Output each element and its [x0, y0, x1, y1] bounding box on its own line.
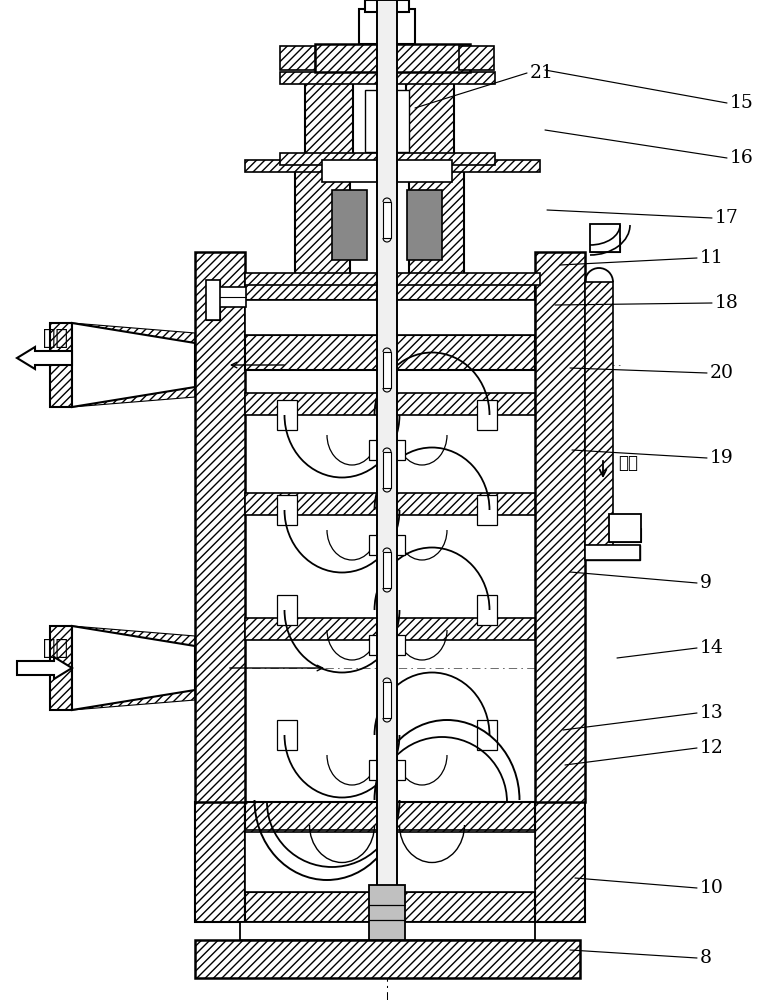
Bar [315, 44, 470, 72]
Text: 11: 11 [700, 249, 724, 267]
Text: 18: 18 [715, 294, 739, 312]
Bar [280, 153, 495, 165]
Text: 17: 17 [715, 209, 739, 227]
Bar [195, 802, 245, 922]
Bar [409, 170, 464, 280]
Bar [280, 46, 315, 70]
Bar [245, 493, 535, 515]
Bar [277, 495, 297, 525]
Bar [477, 595, 497, 625]
Bar [383, 202, 391, 238]
Bar [206, 280, 220, 320]
Bar [377, 0, 397, 940]
Bar [369, 885, 405, 940]
Bar [50, 626, 72, 710]
Bar [383, 552, 391, 588]
Text: 进水: 进水 [43, 638, 67, 658]
Bar [245, 393, 535, 415]
Text: 21: 21 [530, 64, 554, 82]
Bar [407, 190, 442, 260]
Text: 9: 9 [700, 574, 712, 592]
Bar [369, 535, 405, 555]
Text: 13: 13 [700, 704, 724, 722]
Bar [245, 275, 535, 300]
Bar [590, 238, 620, 252]
Bar [369, 760, 405, 780]
FancyArrow shape [17, 657, 72, 679]
Bar [477, 720, 497, 750]
Bar [585, 282, 613, 550]
Bar [277, 400, 297, 430]
Bar [245, 160, 540, 172]
Bar [477, 495, 497, 525]
Polygon shape [72, 626, 195, 710]
Bar [245, 273, 540, 285]
Bar [369, 635, 405, 655]
Bar [535, 802, 585, 922]
Bar [383, 452, 391, 488]
Bar [195, 252, 245, 802]
Bar [383, 682, 391, 718]
Text: 15: 15 [730, 94, 754, 112]
Bar [50, 323, 72, 407]
Bar [332, 190, 367, 260]
Bar [369, 440, 405, 460]
Bar [245, 298, 535, 320]
Bar [245, 300, 535, 335]
Bar [322, 160, 377, 182]
Polygon shape [72, 690, 195, 710]
Bar [477, 400, 497, 430]
FancyArrow shape [17, 347, 72, 369]
Bar [590, 224, 620, 252]
Bar [245, 832, 535, 892]
Bar [359, 9, 415, 44]
Bar [585, 545, 640, 560]
Text: 出水: 出水 [43, 328, 67, 348]
Text: 19: 19 [710, 449, 734, 467]
Bar [295, 170, 350, 280]
Bar [459, 46, 494, 70]
Text: 14: 14 [700, 639, 724, 657]
Bar [609, 528, 641, 542]
Bar [535, 252, 585, 802]
Bar [277, 720, 297, 750]
Bar [305, 80, 353, 160]
Bar [245, 892, 535, 922]
Bar [397, 160, 452, 182]
Text: 20: 20 [710, 364, 734, 382]
Text: 回水: 回水 [618, 454, 638, 472]
Bar [406, 80, 454, 160]
Bar [359, 9, 415, 44]
Bar [609, 514, 641, 542]
Bar [245, 802, 535, 832]
Text: 10: 10 [700, 879, 724, 897]
Bar [277, 595, 297, 625]
Polygon shape [72, 626, 195, 646]
Polygon shape [72, 323, 195, 343]
Bar [240, 922, 535, 940]
Bar [280, 72, 495, 84]
Bar [195, 940, 580, 978]
Bar [245, 830, 535, 852]
Polygon shape [72, 323, 195, 407]
Bar [245, 335, 535, 370]
Text: 16: 16 [730, 149, 754, 167]
Text: 8: 8 [700, 949, 712, 967]
Bar [383, 352, 391, 388]
Bar [206, 280, 220, 320]
Bar [585, 545, 640, 560]
Polygon shape [72, 387, 195, 407]
Bar [245, 618, 535, 640]
Text: 12: 12 [700, 739, 724, 757]
Bar [218, 287, 246, 307]
Bar [365, 0, 409, 12]
Bar [365, 90, 409, 152]
